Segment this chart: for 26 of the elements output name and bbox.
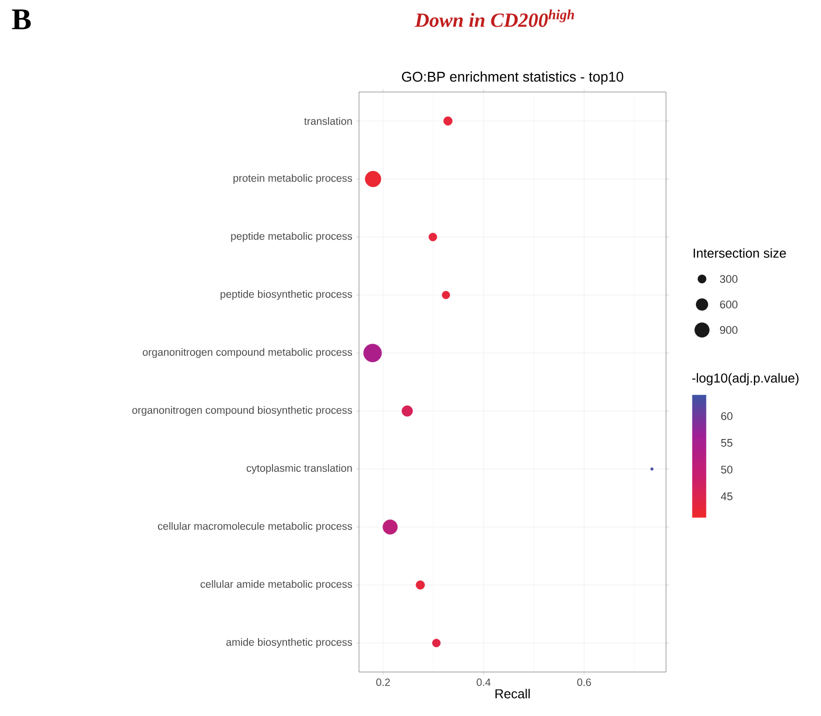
y-tick-label: cellular amide metabolic process: [200, 580, 352, 590]
text: B: [12, 10, 31, 30]
x-axis-title: Recall: [496, 688, 530, 698]
y-tick-label: amide biosynthetic process: [226, 638, 352, 648]
color-bar-title: -log10(adj.p.value): [692, 373, 798, 386]
color-bar-label: 45: [720, 492, 732, 500]
x-tick-label: 0.2: [376, 678, 390, 686]
y-tick-label: peptide biosynthetic process: [220, 290, 352, 300]
x-tick-label: 0.4: [476, 678, 491, 686]
chart-title: GO:BP enrichment statistics - top10: [402, 71, 624, 84]
legend-label: 600: [720, 300, 738, 308]
text: Down in CD200$^{high}$: [414, 10, 574, 27]
legend-label: 900: [720, 326, 738, 334]
y-tick-label: cytoplasmic translation: [246, 464, 352, 474]
legend-label: 300: [720, 275, 738, 283]
y-tick-label: peptide metabolic process: [231, 232, 352, 242]
color-bar-label: 55: [721, 439, 732, 447]
x-tick-label: 0.6: [577, 678, 591, 686]
legend-title: Intersection size: [694, 248, 786, 258]
y-tick-label: protein metabolic process: [234, 174, 352, 184]
y-tick-label: translation: [304, 117, 352, 125]
y-tick-label: cellular macromolecule metabolic process: [158, 522, 352, 532]
y-tick-label: organonitrogen compound biosynthetic process: [132, 406, 352, 416]
y-tick-label: organonitrogen compound metabolic process: [142, 348, 352, 358]
color-bar-label: 60: [721, 412, 732, 420]
color-bar-label: 50: [721, 466, 732, 474]
